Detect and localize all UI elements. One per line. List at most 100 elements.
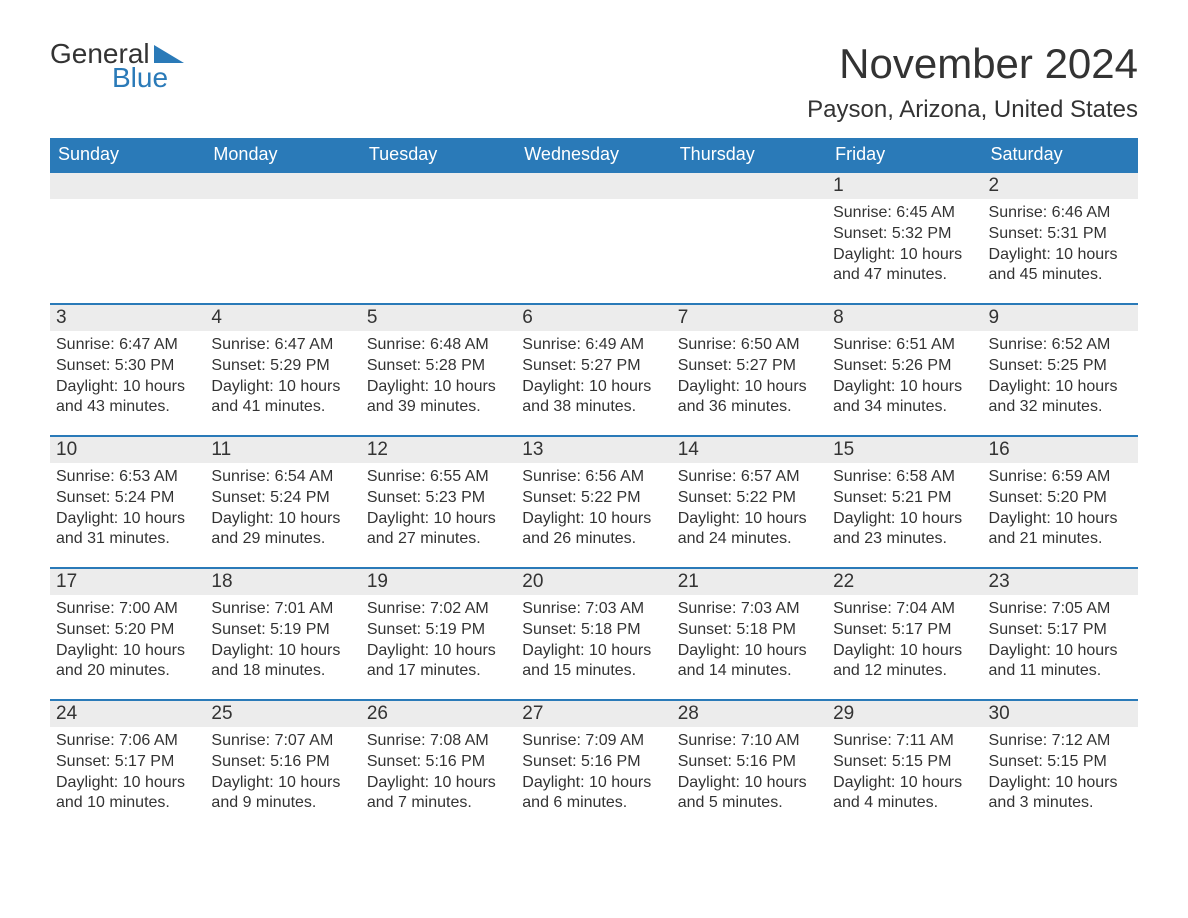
daylight-text: Daylight: 10 hours and 4 minutes. — [833, 773, 976, 815]
cell-body: Sunrise: 7:04 AMSunset: 5:17 PMDaylight:… — [827, 595, 982, 682]
location: Payson, Arizona, United States — [807, 96, 1138, 124]
calendar-cell: 28Sunrise: 7:10 AMSunset: 5:16 PMDayligh… — [672, 699, 827, 819]
daylight-text: Daylight: 10 hours and 20 minutes. — [56, 641, 199, 683]
calendar-cell — [516, 171, 671, 291]
sunrise-text: Sunrise: 6:47 AM — [211, 335, 354, 356]
cell-body: Sunrise: 6:57 AMSunset: 5:22 PMDaylight:… — [672, 463, 827, 550]
sunrise-text: Sunrise: 6:45 AM — [833, 203, 976, 224]
daylight-text: Daylight: 10 hours and 11 minutes. — [989, 641, 1132, 683]
sunset-text: Sunset: 5:22 PM — [522, 488, 665, 509]
sunrise-text: Sunrise: 7:01 AM — [211, 599, 354, 620]
day-number: 19 — [361, 567, 516, 595]
calendar-cell: 1 Sunrise: 6:45 AMSunset: 5:32 PMDaylight… — [827, 171, 982, 291]
cell-body: Sunrise: 6:53 AMSunset: 5:24 PMDaylight:… — [50, 463, 205, 550]
sunset-text: Sunset: 5:16 PM — [678, 752, 821, 773]
calendar-cell: 2Sunrise: 6:46 AMSunset: 5:31 PMDaylight… — [983, 171, 1138, 291]
cell-body: Sunrise: 7:00 AMSunset: 5:20 PMDaylight:… — [50, 595, 205, 682]
cell-body: Sunrise: 6:46 AMSunset: 5:31 PMDaylight:… — [983, 199, 1138, 286]
day-number: 20 — [516, 567, 671, 595]
calendar-cell: 8Sunrise: 6:51 AMSunset: 5:26 PMDaylight… — [827, 303, 982, 423]
day-header: Tuesday — [361, 138, 516, 171]
day-header: Friday — [827, 138, 982, 171]
sunrise-text: Sunrise: 6:50 AM — [678, 335, 821, 356]
sunset-text: Sunset: 5:30 PM — [56, 356, 199, 377]
daylight-text: Daylight: 10 hours and 18 minutes. — [211, 641, 354, 683]
day-number-empty — [516, 171, 671, 199]
week-row: 3Sunrise: 6:47 AMSunset: 5:30 PMDaylight… — [50, 303, 1138, 423]
calendar-cell: 15Sunrise: 6:58 AMSunset: 5:21 PMDayligh… — [827, 435, 982, 555]
day-number: 8 — [827, 303, 982, 331]
cell-body: Sunrise: 6:56 AMSunset: 5:22 PMDaylight:… — [516, 463, 671, 550]
daylight-text: Daylight: 10 hours and 47 minutes. — [833, 245, 976, 287]
sunrise-text: Sunrise: 7:06 AM — [56, 731, 199, 752]
header: General Blue November 2024 Payson, Arizo… — [50, 40, 1138, 124]
cell-body: Sunrise: 6:50 AMSunset: 5:27 PMDaylight:… — [672, 331, 827, 418]
calendar-cell: 11Sunrise: 6:54 AMSunset: 5:24 PMDayligh… — [205, 435, 360, 555]
day-number: 22 — [827, 567, 982, 595]
day-number: 10 — [50, 435, 205, 463]
daylight-text: Daylight: 10 hours and 23 minutes. — [833, 509, 976, 551]
day-number: 3 — [50, 303, 205, 331]
cell-body: Sunrise: 6:47 AMSunset: 5:30 PMDaylight:… — [50, 331, 205, 418]
sunset-text: Sunset: 5:15 PM — [989, 752, 1132, 773]
sunrise-text: Sunrise: 7:00 AM — [56, 599, 199, 620]
sunrise-text: Sunrise: 6:46 AM — [989, 203, 1132, 224]
daylight-text: Daylight: 10 hours and 21 minutes. — [989, 509, 1132, 551]
day-header: Wednesday — [516, 138, 671, 171]
day-number: 23 — [983, 567, 1138, 595]
sunrise-text: Sunrise: 6:56 AM — [522, 467, 665, 488]
day-header: Thursday — [672, 138, 827, 171]
daylight-text: Daylight: 10 hours and 41 minutes. — [211, 377, 354, 419]
day-number-empty — [672, 171, 827, 199]
calendar-cell: 3Sunrise: 6:47 AMSunset: 5:30 PMDaylight… — [50, 303, 205, 423]
day-number: 15 — [827, 435, 982, 463]
sunset-text: Sunset: 5:22 PM — [678, 488, 821, 509]
sunrise-text: Sunrise: 7:05 AM — [989, 599, 1132, 620]
day-number: 1 — [827, 171, 982, 199]
calendar-cell: 5Sunrise: 6:48 AMSunset: 5:28 PMDaylight… — [361, 303, 516, 423]
sunset-text: Sunset: 5:32 PM — [833, 224, 976, 245]
week-row: 1Sunrise: 6:45 AMSunset: 5:32 PMDaylight… — [50, 171, 1138, 291]
sunrise-text: Sunrise: 7:12 AM — [989, 731, 1132, 752]
sunset-text: Sunset: 5:18 PM — [678, 620, 821, 641]
sunset-text: Sunset: 5:16 PM — [367, 752, 510, 773]
day-number: 24 — [50, 699, 205, 727]
week-row: 17Sunrise: 7:00 AMSunset: 5:20 PMDayligh… — [50, 567, 1138, 687]
calendar-cell: 14Sunrise: 6:57 AMSunset: 5:22 PMDayligh… — [672, 435, 827, 555]
month-title: November 2024 — [807, 40, 1138, 88]
sunrise-text: Sunrise: 6:48 AM — [367, 335, 510, 356]
sunset-text: Sunset: 5:15 PM — [833, 752, 976, 773]
daylight-text: Daylight: 10 hours and 31 minutes. — [56, 509, 199, 551]
calendar-cell: 29Sunrise: 7:11 AMSunset: 5:15 PMDayligh… — [827, 699, 982, 819]
sunrise-text: Sunrise: 6:53 AM — [56, 467, 199, 488]
day-number: 5 — [361, 303, 516, 331]
calendar-cell — [672, 171, 827, 291]
daylight-text: Daylight: 10 hours and 45 minutes. — [989, 245, 1132, 287]
day-number: 2 — [983, 171, 1138, 199]
day-number-empty — [50, 171, 205, 199]
daylight-text: Daylight: 10 hours and 39 minutes. — [367, 377, 510, 419]
cell-body: Sunrise: 7:02 AMSunset: 5:19 PMDaylight:… — [361, 595, 516, 682]
day-number: 18 — [205, 567, 360, 595]
calendar-cell: 23Sunrise: 7:05 AMSunset: 5:17 PMDayligh… — [983, 567, 1138, 687]
sunset-text: Sunset: 5:24 PM — [211, 488, 354, 509]
daylight-text: Daylight: 10 hours and 36 minutes. — [678, 377, 821, 419]
sunset-text: Sunset: 5:27 PM — [678, 356, 821, 377]
daylight-text: Daylight: 10 hours and 24 minutes. — [678, 509, 821, 551]
day-number: 14 — [672, 435, 827, 463]
day-number: 27 — [516, 699, 671, 727]
sunrise-text: Sunrise: 7:02 AM — [367, 599, 510, 620]
day-number: 9 — [983, 303, 1138, 331]
sunset-text: Sunset: 5:27 PM — [522, 356, 665, 377]
sunrise-text: Sunrise: 7:11 AM — [833, 731, 976, 752]
sunset-text: Sunset: 5:31 PM — [989, 224, 1132, 245]
sunrise-text: Sunrise: 7:10 AM — [678, 731, 821, 752]
calendar-cell: 10Sunrise: 6:53 AMSunset: 5:24 PMDayligh… — [50, 435, 205, 555]
sunrise-text: Sunrise: 7:08 AM — [367, 731, 510, 752]
calendar-cell: 25Sunrise: 7:07 AMSunset: 5:16 PMDayligh… — [205, 699, 360, 819]
day-number: 21 — [672, 567, 827, 595]
day-number: 25 — [205, 699, 360, 727]
sunrise-text: Sunrise: 6:58 AM — [833, 467, 976, 488]
daylight-text: Daylight: 10 hours and 9 minutes. — [211, 773, 354, 815]
day-header-row: SundayMondayTuesdayWednesdayThursdayFrid… — [50, 138, 1138, 171]
